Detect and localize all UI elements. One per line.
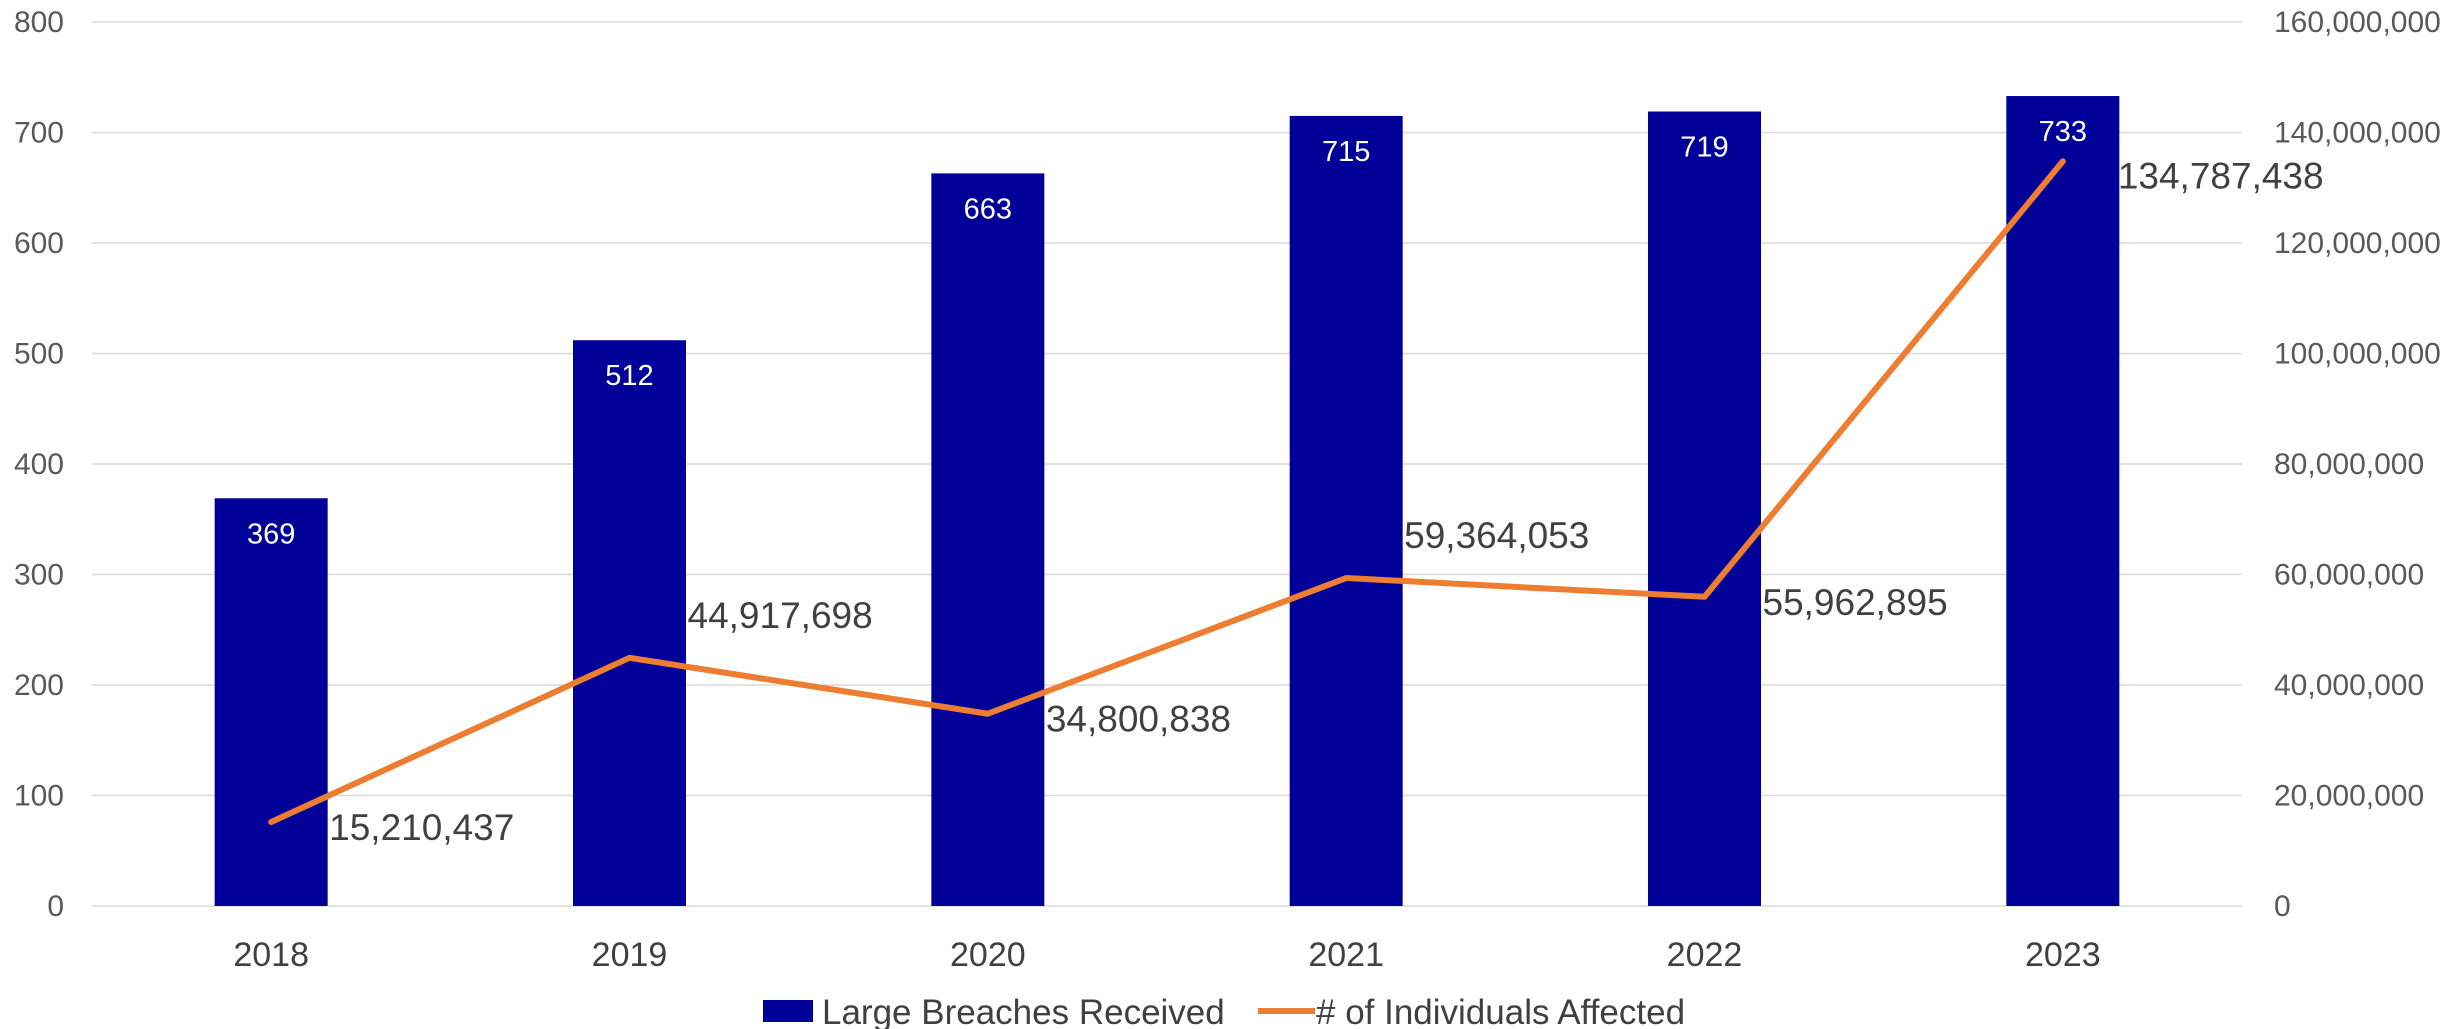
right-axis-tick-label: 80,000,000 — [2274, 448, 2424, 481]
x-axis-category-label: 2021 — [1308, 936, 1384, 974]
x-axis-category-label: 2018 — [233, 936, 309, 974]
bar-data-label: 369 — [247, 518, 295, 550]
bar-data-label: 733 — [2039, 116, 2087, 148]
bar — [1289, 115, 1403, 907]
legend-line-label: # of Individuals Affected — [1316, 993, 1685, 1029]
line-path — [268, 158, 2066, 825]
bar-series — [214, 96, 2120, 907]
left-axis-tick-label: 200 — [14, 669, 64, 702]
right-axis-tick-label: 20,000,000 — [2274, 780, 2424, 813]
line-data-label: 134,787,438 — [2118, 155, 2324, 196]
bar-data-label: 715 — [1322, 136, 1370, 168]
left-axis-tick-label: 0 — [47, 890, 64, 923]
gridlines — [92, 21, 2242, 797]
x-axis-category-label: 2023 — [2025, 936, 2101, 974]
line-data-label: 44,917,698 — [688, 595, 873, 636]
bar-data-labels: 369 512 663 715 719 733 — [247, 116, 2087, 550]
left-axis-tick-label: 100 — [14, 780, 64, 813]
x-axis-category-label: 2019 — [592, 936, 668, 974]
right-axis-tick-label: 0 — [2274, 890, 2291, 923]
bar — [2006, 96, 2120, 906]
right-y-axis: 0 20,000,000 40,000,000 60,000,000 80,000,00… — [2274, 6, 2441, 923]
right-axis-tick-label: 60,000,000 — [2274, 559, 2424, 592]
line-data-label: 15,210,437 — [329, 807, 514, 848]
right-axis-tick-label: 140,000,000 — [2274, 117, 2441, 150]
right-axis-tick-label: 120,000,000 — [2274, 227, 2441, 260]
left-axis-tick-label: 300 — [14, 559, 64, 592]
legend-bar-swatch — [763, 1000, 813, 1022]
left-axis-tick-label: 700 — [14, 117, 64, 150]
bar — [1648, 111, 1761, 906]
left-axis-tick-label: 400 — [14, 448, 64, 481]
left-axis-tick-label: 800 — [14, 6, 64, 39]
left-y-axis: 0 100 200 300 400 500 600 700 800 — [14, 6, 64, 923]
line-data-labels: 15,210,437 44,917,698 34,800,838 59,364,053… — [329, 155, 2323, 848]
bar-data-label: 663 — [964, 193, 1012, 225]
bar-data-label: 512 — [605, 360, 653, 392]
line-series — [268, 158, 2066, 825]
right-axis-tick-label: 40,000,000 — [2274, 669, 2424, 702]
line-data-label: 34,800,838 — [1046, 699, 1231, 740]
left-axis-tick-label: 500 — [14, 338, 64, 371]
bar — [931, 173, 1045, 906]
x-axis-category-label: 2020 — [950, 936, 1026, 974]
left-axis-tick-label: 600 — [14, 227, 64, 260]
x-axis-category-label: 2022 — [1667, 936, 1743, 974]
legend-bar-label: Large Breaches Received — [822, 993, 1225, 1029]
line-data-label: 55,962,895 — [1763, 582, 1948, 623]
right-axis-tick-label: 100,000,000 — [2274, 338, 2441, 371]
x-axis-categories: 2018 2019 2020 2021 2022 2023 — [233, 936, 2100, 974]
bar-data-label: 719 — [1680, 132, 1728, 164]
bar — [573, 340, 686, 906]
right-axis-tick-label: 160,000,000 — [2274, 6, 2441, 39]
bar — [214, 498, 328, 906]
line-data-label: 59,364,053 — [1404, 515, 1589, 556]
legend: Large Breaches Received # of Individuals… — [763, 993, 1685, 1029]
